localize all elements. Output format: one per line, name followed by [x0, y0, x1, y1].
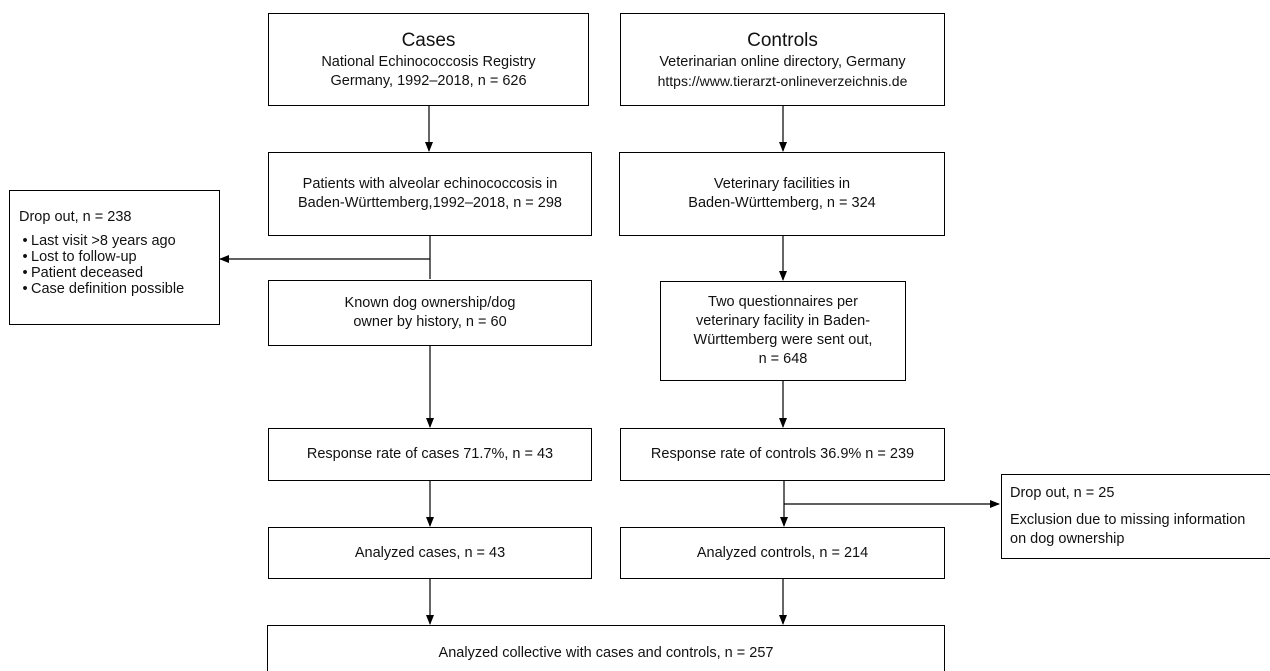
controls-source-line1: Veterinarian online directory, Germany — [659, 53, 906, 70]
patients-line1: Patients with alveolar echinococcosis in — [302, 176, 558, 192]
questionnaires-line2: veterinary facility in Baden- — [695, 313, 871, 329]
dropout-controls-line1: Exclusion due to missing information — [1010, 512, 1246, 528]
vet-facilities-box: Veterinary facilities in Baden-Württembe… — [619, 152, 945, 236]
cases-source-line2: Germany, 1992–2018, n = 626 — [330, 72, 527, 89]
analyzed-controls-box: Analyzed controls, n = 214 — [620, 527, 945, 579]
dropout-reason-item: • Lost to follow-up — [22, 249, 137, 265]
dropout-reason-item: • Case definition possible — [22, 281, 185, 297]
dropout-cases-box: Drop out, n = 238 • Last visit >8 years a… — [9, 190, 220, 325]
patients-line2: Baden-Württemberg,1992–2018, n = 298 — [297, 195, 562, 211]
dropout-cases-reasons: • Last visit >8 years ago • Lost to follow… — [19, 233, 184, 297]
cases-source-line1: National Echinococcosis Registry — [321, 53, 536, 70]
questionnaires-line1: Two questionnaires per — [708, 294, 858, 310]
response-controls-box: Response rate of controls 36.9% n = 239 — [620, 428, 945, 481]
questionnaires-line4: n = 648 — [758, 351, 808, 367]
controls-source-box: Controls Veterinarian online directory, … — [620, 13, 945, 106]
dropout-controls-title: Drop out, n = 25 — [1010, 485, 1115, 501]
questionnaires-box: Two questionnaires per veterinary facili… — [660, 281, 906, 381]
controls-source-url: https://www.tierarzt-onlineverzeichnis.d… — [657, 72, 908, 89]
dropout-reason-item: • Last visit >8 years ago — [22, 233, 176, 249]
analyzed-collective-text: Analyzed collective with cases and contr… — [438, 645, 774, 661]
questionnaires-line3: Württemberg were sent out, — [693, 332, 873, 348]
response-cases-box: Response rate of cases 71.7%, n = 43 — [268, 428, 592, 481]
analyzed-controls-text: Analyzed controls, n = 214 — [696, 544, 869, 561]
cases-source-box: Cases National Echinococcosis Registry G… — [268, 13, 589, 106]
controls-title: Controls — [747, 29, 818, 51]
dropout-controls-box: Drop out, n = 25 Exclusion due to missin… — [1001, 474, 1270, 559]
dropout-controls-line2: on dog ownership — [1010, 531, 1125, 547]
response-cases-text: Response rate of cases 71.7%, n = 43 — [306, 446, 554, 462]
vet-facilities-line2: Baden-Württemberg, n = 324 — [688, 195, 876, 211]
response-controls-text: Response rate of controls 36.9% n = 239 — [650, 446, 915, 462]
dropout-reason-item: • Patient deceased — [22, 265, 144, 281]
dog-ownership-line1: Known dog ownership/dog — [344, 295, 516, 311]
dog-ownership-box: Known dog ownership/dog owner by history… — [268, 280, 592, 346]
analyzed-cases-box: Analyzed cases, n = 43 — [268, 527, 592, 579]
vet-facilities-line1: Veterinary facilities in — [713, 176, 851, 192]
dog-ownership-line2: owner by history, n = 60 — [353, 314, 507, 330]
dropout-cases-title: Drop out, n = 238 — [19, 209, 132, 225]
patients-box: Patients with alveolar echinococcosis in… — [268, 152, 592, 236]
cases-title: Cases — [401, 29, 456, 51]
analyzed-collective-box: Analyzed collective with cases and contr… — [267, 625, 945, 671]
analyzed-cases-text: Analyzed cases, n = 43 — [354, 544, 506, 561]
